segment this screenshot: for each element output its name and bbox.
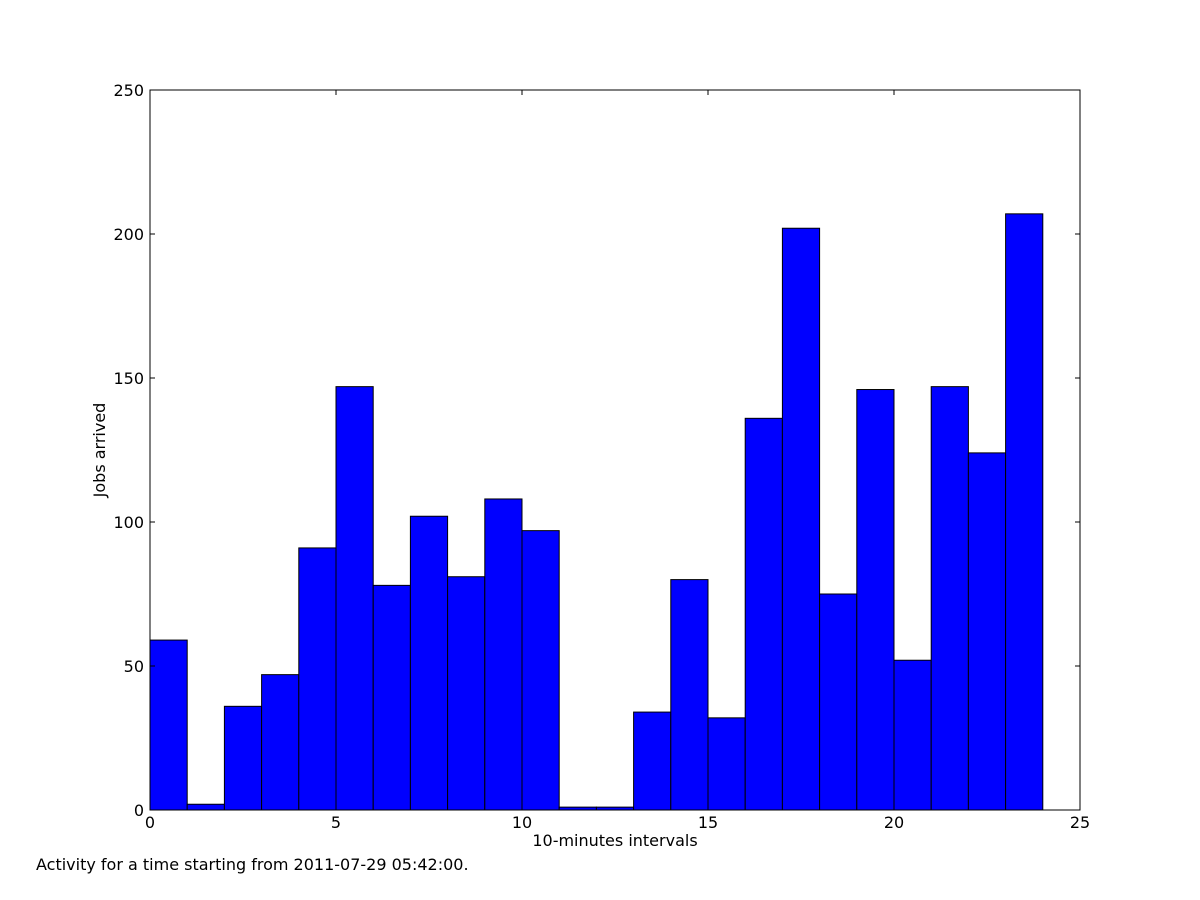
y-tick-label: 0 [134,801,144,820]
histogram-bar [149,639,188,811]
y-tick-label: 50 [124,657,144,676]
x-tick-label: 25 [1070,813,1090,832]
histogram-bar [744,417,783,811]
histogram-bar [261,674,300,811]
histogram-bar [633,711,672,811]
histogram-bar [521,530,560,811]
x-tick-label: 15 [698,813,718,832]
histogram-bar [372,584,411,811]
y-axis-label: Jobs arrived [90,403,109,499]
y-tick-label: 150 [113,369,144,388]
histogram-bar [670,579,709,811]
histogram-bar [819,593,858,811]
x-tick-label: 0 [145,813,155,832]
histogram-bar [781,227,821,811]
bars-group [149,213,1044,811]
histogram-bar [409,515,449,811]
histogram-bar [447,576,486,811]
histogram-bar [930,386,969,811]
histogram-bar [223,705,263,811]
plot-frame [149,89,1081,811]
y-tick-label: 200 [113,225,144,244]
x-axis-label: 10-minutes intervals [532,831,697,850]
x-tick-label: 10 [512,813,532,832]
y-tick-label: 250 [113,81,144,100]
histogram-bar [335,386,374,811]
histogram-bar [298,547,337,811]
histogram-bar [186,803,225,811]
x-tick-label: 20 [884,813,904,832]
histogram-bar [484,498,523,811]
histogram-bar [893,659,932,811]
figure-caption: Activity for a time starting from 2011-0… [36,855,469,874]
histogram-bar [967,452,1007,811]
histogram-bar [1005,213,1044,811]
histogram-bar [856,389,895,811]
y-tick-label: 100 [113,513,144,532]
x-tick-label: 5 [331,813,341,832]
histogram-bar [707,717,746,811]
